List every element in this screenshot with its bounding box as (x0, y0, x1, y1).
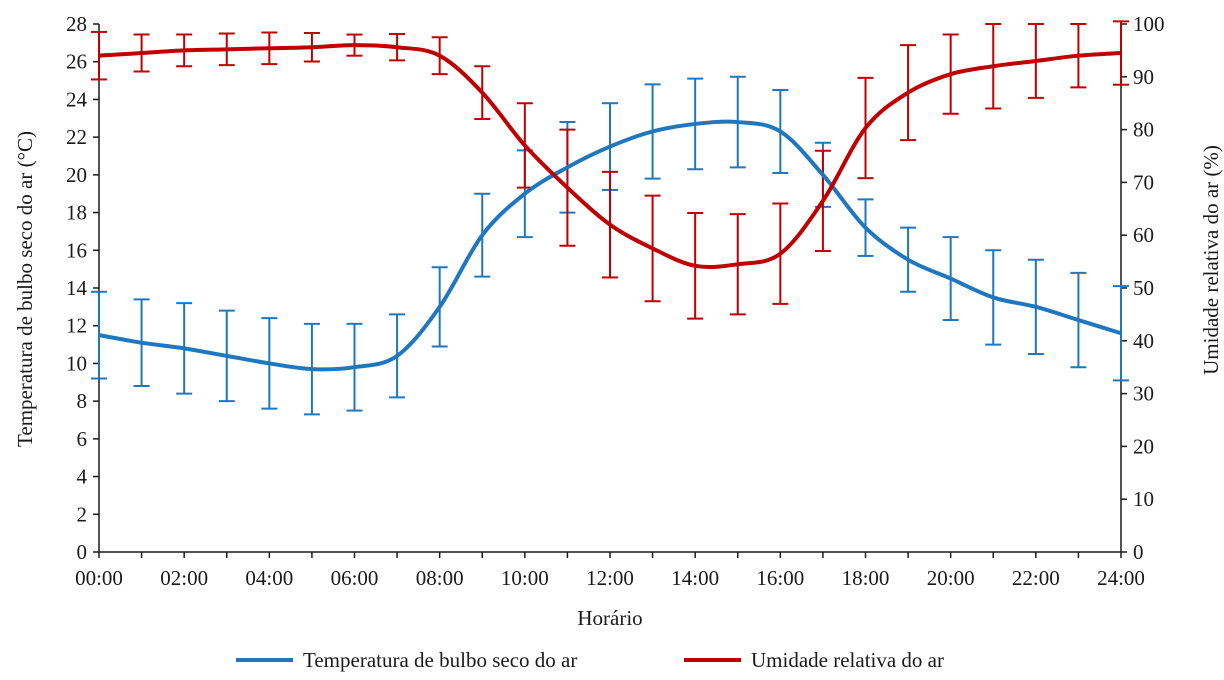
y-left-tick-label: 20 (66, 163, 87, 187)
error-bars (91, 21, 1129, 414)
y-right-tick-label: 20 (1133, 434, 1154, 458)
y-right-tick-label: 70 (1133, 170, 1154, 194)
y-left-tick-label: 28 (66, 12, 87, 36)
y-axis-left-title: Temperatura de bulbo seco do ar (°C) (13, 131, 37, 447)
x-tick-label: 24:00 (1097, 566, 1145, 590)
legend: Temperatura de bulbo seco do ar Umidade … (236, 648, 944, 672)
x-tick-label: 22:00 (1012, 566, 1060, 590)
y-right-tick-label: 90 (1133, 65, 1154, 89)
y-left-tick-label: 18 (66, 201, 87, 225)
y-left-tick-label: 8 (77, 389, 88, 413)
y-right-tick-label: 40 (1133, 329, 1154, 353)
y-right-tick-label: 10 (1133, 487, 1154, 511)
x-tick-label: 16:00 (756, 566, 804, 590)
y-right-tick-label: 50 (1133, 276, 1154, 300)
y-right-tick-label: 30 (1133, 382, 1154, 406)
y-left-tick-label: 0 (77, 540, 88, 564)
y-left-tick-label: 2 (77, 502, 88, 526)
y-right-tick-label: 100 (1133, 12, 1165, 36)
x-tick-label: 20:00 (927, 566, 975, 590)
y-left-tick-label: 24 (66, 87, 88, 111)
x-tick-label: 12:00 (586, 566, 634, 590)
y-left-tick-label: 14 (66, 276, 88, 300)
x-tick-label: 02:00 (160, 566, 208, 590)
legend-label-humidity: Umidade relativa do ar (751, 648, 944, 672)
y-right-tick-label: 60 (1133, 223, 1154, 247)
y-left-tick-label: 6 (77, 427, 88, 451)
y-left-tick-label: 16 (66, 238, 87, 262)
x-tick-label: 00:00 (75, 566, 123, 590)
legend-label-temperature: Temperatura de bulbo seco do ar (303, 648, 577, 672)
x-tick-label: 18:00 (842, 566, 890, 590)
y-left-tick-label: 26 (66, 50, 87, 74)
x-tick-label: 08:00 (416, 566, 464, 590)
x-tick-label: 04:00 (245, 566, 293, 590)
y-right-tick-label: 80 (1133, 118, 1154, 142)
x-axis-title: Horário (577, 606, 642, 630)
y-axis-right-title: Umidade relativa do ar (%) (1199, 145, 1223, 375)
y-left-tick-label: 10 (66, 351, 87, 375)
y-left-tick-label: 22 (66, 125, 87, 149)
y-left-tick-label: 4 (77, 465, 88, 489)
y-left-tick-label: 12 (66, 314, 87, 338)
y-right-tick-label: 0 (1133, 540, 1144, 564)
x-tick-label: 14:00 (671, 566, 719, 590)
x-tick-label: 10:00 (501, 566, 549, 590)
x-tick-label: 06:00 (331, 566, 379, 590)
